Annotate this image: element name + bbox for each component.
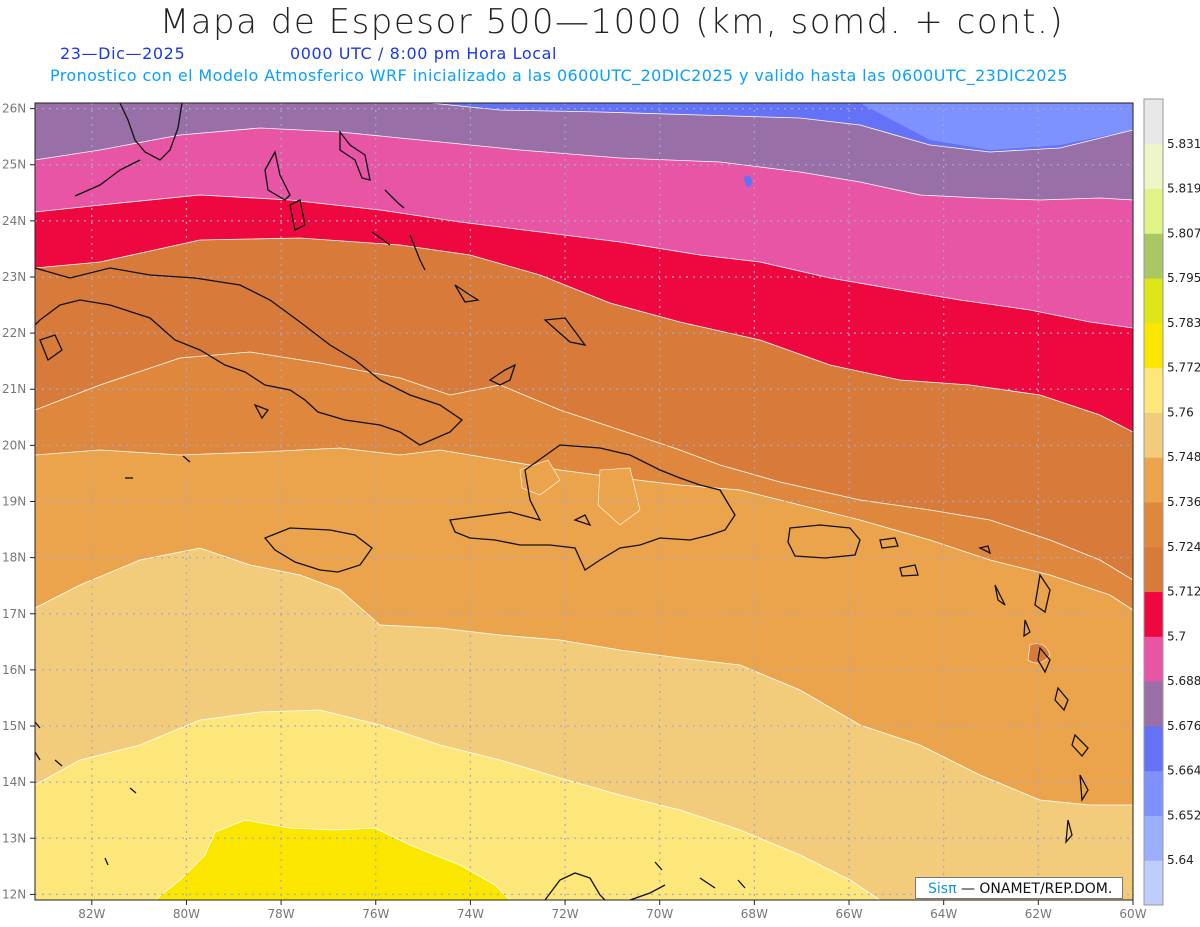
legend-swatch (1144, 322, 1163, 369)
lat-label: 23N (2, 270, 26, 284)
legend-frame (1143, 98, 1164, 906)
legend-swatch (1144, 636, 1163, 682)
lat-label: 22N (2, 326, 26, 340)
legend-label: 5.772 (1167, 361, 1200, 375)
legend-label: 5.807 (1167, 226, 1200, 240)
tick-labels: 26N 25N 24N 23N 22N 21N 20N 19N 18N 17N 16N 15N 14N 1… (2, 102, 1147, 921)
band-5652 (860, 103, 1133, 150)
legend-swatch (1144, 99, 1163, 145)
color-legend: 5.64 5.652 5.664 5.676 5.688 5.7 5.712 5.724 5.7… (1143, 98, 1200, 906)
pocket-1 (744, 175, 752, 188)
credit-box: Sisπ — ONAMET/REP.DOM. (915, 877, 1123, 899)
legend-swatch (1144, 770, 1163, 816)
legend-swatch (1144, 681, 1163, 727)
lat-label: 12N (2, 887, 26, 901)
legend-label: 5.795 (1167, 271, 1200, 285)
legend-swatch (1144, 457, 1163, 503)
lat-label: 14N (2, 775, 26, 789)
map-title: Mapa de Espesor 500—1000 (km, somd. + co… (159, 2, 1065, 42)
legend-label: 5.676 (1167, 719, 1200, 733)
lon-label: 70W (646, 907, 673, 921)
legend-label: 5.831 (1167, 137, 1200, 151)
legend-swatch (1144, 412, 1163, 458)
legend-swatch (1144, 367, 1163, 413)
legend-label: 5.688 (1167, 674, 1200, 688)
lon-label: 68W (741, 907, 768, 921)
lat-label: 15N (2, 719, 26, 733)
lat-label: 20N (2, 438, 26, 452)
thickness-fields (34, 102, 1134, 901)
lon-label: 60W (1119, 907, 1146, 921)
legend-label: 5.712 (1167, 585, 1200, 599)
legend-swatch (1144, 860, 1163, 906)
lon-label: 62W (1025, 907, 1052, 921)
legend-label: 5.748 (1167, 450, 1200, 464)
legend-label: 5.819 (1167, 182, 1200, 196)
lon-label: 76W (362, 907, 389, 921)
legend-swatch (1144, 725, 1163, 772)
lat-label: 26N (2, 102, 26, 116)
forecast-description: Pronostico con el Modelo Atmosferico WRF… (50, 66, 1068, 85)
lat-label: 24N (2, 214, 26, 228)
lon-label: 78W (268, 907, 295, 921)
lat-label: 25N (2, 158, 26, 172)
legend-swatch (1144, 815, 1163, 861)
forecast-date: 23—Dic—2025 (60, 44, 186, 63)
forecast-time: 0000 UTC / 8:00 pm Hora Local (290, 44, 558, 63)
legend-label: 5.7 (1167, 629, 1186, 643)
lon-label: 82W (78, 907, 105, 921)
sispi-logo: Sisπ (928, 881, 957, 897)
lat-label: 18N (2, 551, 26, 565)
legend-label: 5.64 (1167, 853, 1194, 867)
legend-label: 5.736 (1167, 495, 1200, 509)
coastlines (34, 102, 1089, 901)
lon-label: 64W (930, 907, 957, 921)
lon-label: 72W (551, 907, 578, 921)
legend-label: 5.652 (1167, 808, 1200, 822)
band-5772 (153, 819, 511, 901)
map-axes (30, 102, 1134, 905)
legend-label: 5.664 (1167, 764, 1200, 778)
lat-label: 16N (2, 663, 26, 677)
lon-label: 80W (173, 907, 200, 921)
legend-swatch (1144, 502, 1163, 548)
pocket-3 (597, 467, 641, 526)
legend-swatch (1144, 546, 1163, 593)
legend-swatch (1144, 233, 1163, 279)
lat-label: 17N (2, 607, 26, 621)
lat-label: 21N (2, 382, 26, 396)
lon-label: 74W (457, 907, 484, 921)
legend-swatch (1144, 143, 1163, 190)
legend-swatch (1144, 188, 1163, 234)
lon-label: 66W (835, 907, 862, 921)
legend-label: 5.783 (1167, 316, 1200, 330)
legend-swatch (1144, 278, 1163, 324)
lat-lon-grid (35, 103, 1134, 900)
legend-swatch (1144, 591, 1163, 637)
legend-label: 5.76 (1167, 405, 1194, 419)
credit-org: — ONAMET/REP.DOM. (960, 881, 1113, 897)
legend-label: 5.724 (1167, 540, 1200, 554)
lat-label: 13N (2, 831, 26, 845)
pocket-2 (519, 459, 561, 496)
lat-label: 19N (2, 495, 26, 509)
